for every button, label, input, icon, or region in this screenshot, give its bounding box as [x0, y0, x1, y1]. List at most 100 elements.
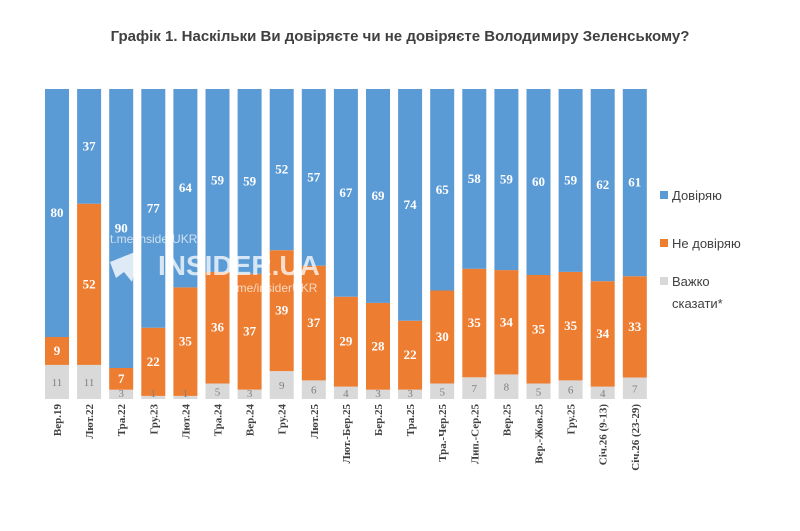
data-label: 9: [54, 343, 61, 358]
x-tick-label: Гру.24: [277, 404, 289, 435]
bar-segment: [205, 383, 230, 399]
bar-segment: [590, 89, 615, 282]
x-tick-label: Лют.22: [84, 404, 96, 439]
x-tick-label: Тра.-Чер.25: [437, 404, 449, 462]
data-label: 30: [436, 329, 449, 344]
data-label: 52: [83, 276, 96, 291]
data-label: 65: [436, 182, 450, 197]
data-label: 7: [118, 371, 125, 386]
bar-segment: [45, 364, 69, 399]
data-label: 7: [472, 383, 478, 395]
bar-segment: [366, 389, 390, 399]
bar-segment: [622, 89, 647, 277]
bar-segment: [398, 89, 423, 321]
data-label: 3: [247, 388, 253, 400]
data-label: 9: [279, 380, 285, 392]
x-tick-label: Вер.24: [245, 404, 257, 437]
data-label: 35: [564, 318, 578, 333]
watermark-logo: INSIDER.UA: [158, 250, 320, 281]
bar-segment: [494, 270, 519, 375]
bars-group: [45, 89, 647, 399]
data-label: 58: [468, 171, 482, 186]
x-tick-label: Тра.25: [405, 404, 417, 437]
bar-segment: [173, 89, 198, 288]
data-label: 69: [372, 188, 386, 203]
data-label: 4: [600, 388, 606, 400]
x-tick-label: Січ.26 (23-29): [630, 404, 642, 471]
data-label: 67: [339, 185, 353, 200]
x-tick-labels-group: Вер.19 Лют.22 Тра.22 Гру.23 Лют.24 Тра.24 Вер.…: [52, 404, 642, 471]
data-label: 61: [628, 175, 641, 190]
data-label: 77: [147, 200, 161, 215]
bar-segment: [558, 380, 583, 399]
bar-segment: [205, 89, 230, 272]
bar-segment: [141, 327, 166, 396]
data-label: 62: [596, 177, 609, 192]
bar-segment: [558, 271, 583, 381]
bar-segment: [590, 281, 615, 387]
legend: Довіряю Не довіряю Важко сказати*: [660, 188, 741, 311]
legend-label: сказати*: [672, 296, 723, 311]
bar-segment: [333, 89, 358, 297]
bar-segment: [333, 296, 358, 387]
bar-segment: [77, 203, 102, 365]
bar-segment: [494, 374, 519, 399]
legend-swatch: [660, 239, 668, 247]
bar-segment: [462, 89, 487, 269]
bar-segment: [430, 383, 455, 399]
data-label: 5: [215, 386, 221, 398]
bar-segment: [269, 250, 294, 372]
data-label: 64: [179, 180, 193, 195]
bar-segment: [622, 377, 647, 399]
watermark-handle-1: t.me/insiderUKR: [110, 232, 198, 246]
bar-segment: [237, 273, 262, 390]
data-label: 22: [404, 347, 417, 362]
data-label: 6: [568, 385, 574, 397]
data-label: 1: [151, 388, 157, 400]
bar-segment: [237, 89, 262, 274]
data-label: 80: [51, 205, 64, 220]
bar-segment: [173, 287, 198, 396]
bar-segment: [77, 89, 102, 204]
data-label: 7: [632, 383, 638, 395]
data-label: 74: [404, 197, 418, 212]
bar-segment: [366, 89, 390, 303]
bar-segment: [526, 89, 551, 275]
bar-segment: [526, 275, 551, 384]
data-label: 35: [468, 315, 482, 330]
legend-swatch: [660, 277, 668, 285]
telegram-logo-icon: [110, 250, 140, 282]
bar-segment: [173, 395, 198, 399]
data-label: 6: [311, 385, 317, 397]
bar-segment: [77, 364, 102, 399]
data-label: 37: [83, 138, 97, 153]
data-label: 1: [183, 388, 189, 400]
data-label: 35: [179, 334, 193, 349]
x-tick-label: Січ.26 (9-13): [598, 404, 610, 466]
data-label: 36: [211, 320, 225, 335]
bar-segment: [430, 89, 455, 291]
x-tick-label: Лип.-Сер.25: [469, 404, 481, 465]
bar-segment: [558, 89, 583, 272]
data-label: 29: [339, 334, 353, 349]
bar-segment: [366, 302, 390, 390]
x-tick-label: Гру.25: [566, 404, 578, 435]
data-label: 3: [407, 388, 413, 400]
x-tick-label: Бер.25: [373, 404, 385, 437]
data-label: 33: [628, 319, 642, 334]
x-tick-label: Вер.-Жов.25: [534, 404, 546, 464]
data-label: 59: [500, 172, 514, 187]
bar-segment: [269, 89, 294, 251]
data-label: 5: [536, 386, 542, 398]
bar-segment: [237, 389, 262, 399]
data-label: 5: [439, 386, 445, 398]
data-label: 35: [532, 321, 546, 336]
bar-segment: [430, 290, 455, 384]
x-tick-label: Лют.24: [180, 404, 192, 439]
legend-label: Важко: [672, 274, 710, 289]
bar-segment: [398, 389, 423, 399]
data-label: 4: [343, 388, 349, 400]
bar-segment: [333, 386, 358, 399]
x-tick-label: Тра.22: [116, 404, 128, 437]
